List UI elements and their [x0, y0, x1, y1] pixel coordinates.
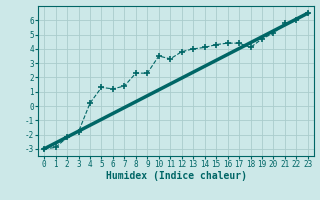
- X-axis label: Humidex (Indice chaleur): Humidex (Indice chaleur): [106, 171, 246, 181]
